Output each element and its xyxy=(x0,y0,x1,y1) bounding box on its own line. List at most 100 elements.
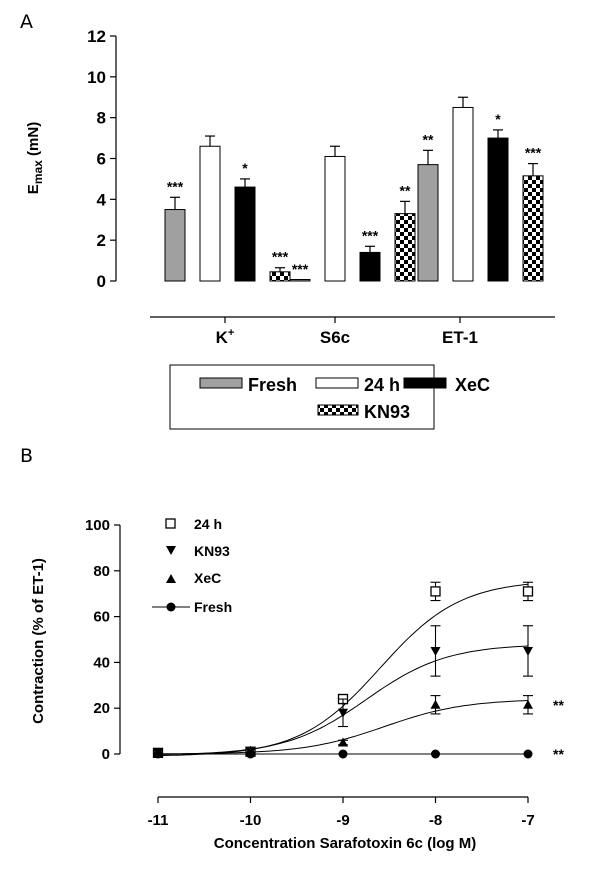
series-b: ** ** xyxy=(152,581,564,762)
significance-label: *** xyxy=(362,227,379,243)
series-fresh: ** xyxy=(153,746,564,762)
y-tick-label: 20 xyxy=(93,700,110,717)
data-point-square xyxy=(430,586,441,597)
x-tick-label: -11 xyxy=(148,812,169,829)
legend-label-xec: XeC xyxy=(455,375,490,395)
legend-swatch-xec-fill xyxy=(403,377,447,389)
y-axis-title-main: E xyxy=(25,184,42,194)
data-point-circle xyxy=(338,749,348,759)
legend-label-kn93: KN93 xyxy=(364,402,410,422)
legend-b-label-kn93: KN93 xyxy=(194,543,230,559)
significance-label: ** xyxy=(553,746,564,762)
y-tick-label: 0 xyxy=(97,272,106,291)
y-tick-label: 60 xyxy=(93,609,110,626)
significance-label: *** xyxy=(292,261,309,277)
line-chart-contraction: Contraction (% of ET-1) Concentration Sa… xyxy=(30,516,564,852)
bar xyxy=(164,209,186,282)
data-point-triangle-up xyxy=(523,699,533,709)
category-label: S6c xyxy=(320,328,350,347)
significance-label: ** xyxy=(400,182,411,198)
legend-label-fresh: Fresh xyxy=(248,375,297,395)
axes-a: 0 2 4 6 8 10 12 xyxy=(87,27,555,318)
significance-label: * xyxy=(495,111,501,127)
y-axis-title-sub: max xyxy=(31,160,45,184)
legend-b-label-24h: 24 h xyxy=(194,516,222,532)
legend-b-label-fresh: Fresh xyxy=(194,599,232,615)
bar xyxy=(324,155,346,282)
category-labels-a: K+ S6c ET-1 xyxy=(216,317,478,347)
legend-marker-triangle-down xyxy=(166,546,176,555)
legend-b-kn93: KN93 xyxy=(166,543,230,559)
bar xyxy=(269,271,291,282)
bar xyxy=(487,137,509,282)
y-tick-label: 2 xyxy=(97,231,106,250)
significance-label: *** xyxy=(167,178,184,194)
y-axis-title-b: Contraction (% of ET-1) xyxy=(30,558,47,724)
data-point-circle xyxy=(431,749,440,759)
bar xyxy=(522,175,544,282)
bar xyxy=(359,251,381,282)
y-tick-label: 8 xyxy=(97,109,106,128)
legend-marker-square xyxy=(165,518,176,529)
legend-swatch-kn93 xyxy=(317,404,359,416)
legend-swatch-fresh xyxy=(199,377,243,389)
category-label-main: K xyxy=(216,328,229,347)
y-tick-label: 40 xyxy=(93,654,110,671)
legend-swatch-24h xyxy=(315,377,359,389)
x-axis-title-b: Concentration Sarafotoxin 6c (log M) xyxy=(214,835,477,852)
data-point-triangle-down xyxy=(338,708,348,718)
x-tick-label: -10 xyxy=(240,812,262,829)
axes-b: 0 20 40 60 80 100 -11 -10 -9 -8 -7 xyxy=(85,517,535,829)
legend-b-24h: 24 h xyxy=(165,516,222,532)
bar xyxy=(289,279,311,282)
data-point-triangle-down xyxy=(430,646,441,656)
category-label: K+ xyxy=(216,327,235,347)
bar xyxy=(417,164,439,282)
legend-marker-circle xyxy=(166,602,176,612)
legend-b-xec: XeC xyxy=(166,570,221,586)
y-tick-label: 6 xyxy=(97,150,106,169)
y-tick-label: 10 xyxy=(87,68,106,87)
data-point-triangle-down xyxy=(523,646,533,656)
y-axis-title-unit: (mN) xyxy=(25,122,42,160)
y-tick-label: 12 xyxy=(87,27,106,46)
category-label-main: ET-1 xyxy=(442,328,478,347)
y-tick-label: 0 xyxy=(102,746,110,763)
legend-box xyxy=(169,364,435,430)
data-point-triangle-up xyxy=(430,699,441,709)
significance-label: ** xyxy=(423,131,434,147)
bar xyxy=(452,106,474,282)
x-tick-label: -9 xyxy=(336,812,349,829)
bars-a: ********************* xyxy=(164,96,544,282)
category-label-main: S6c xyxy=(320,328,350,347)
significance-label: * xyxy=(242,160,248,176)
bar xyxy=(394,213,416,282)
legend-marker-triangle-up xyxy=(166,574,176,583)
legend-b-label-xec: XeC xyxy=(194,570,221,586)
y-tick-label: 80 xyxy=(93,563,110,580)
category-label: ET-1 xyxy=(442,328,478,347)
bar xyxy=(199,145,221,282)
y-axis-title-a: Emax (mN) xyxy=(25,122,45,194)
x-tick-label: -8 xyxy=(429,812,442,829)
data-point-circle xyxy=(523,749,533,759)
data-point-circle xyxy=(246,749,255,759)
y-tick-label: 100 xyxy=(85,517,110,534)
bar xyxy=(234,186,256,282)
significance-label: *** xyxy=(525,145,542,161)
data-point-square xyxy=(522,586,534,597)
legend-label-24h: 24 h xyxy=(364,375,400,395)
legend-a: Fresh 24 h XeC KN93 xyxy=(169,364,490,430)
legend-b-fresh: Fresh xyxy=(152,599,232,615)
y-axis-title: Emax (mN) xyxy=(25,122,45,194)
panel-a-label: A xyxy=(20,11,33,33)
panel-b-label: B xyxy=(20,445,33,467)
significance-label: ** xyxy=(553,697,564,713)
legend-b: 24 h KN93 XeC Fresh xyxy=(152,516,232,615)
y-tick-label: 4 xyxy=(97,190,107,209)
significance-label: *** xyxy=(272,249,289,265)
data-point-triangle-up xyxy=(338,737,348,747)
x-tick-label: -7 xyxy=(521,812,534,829)
